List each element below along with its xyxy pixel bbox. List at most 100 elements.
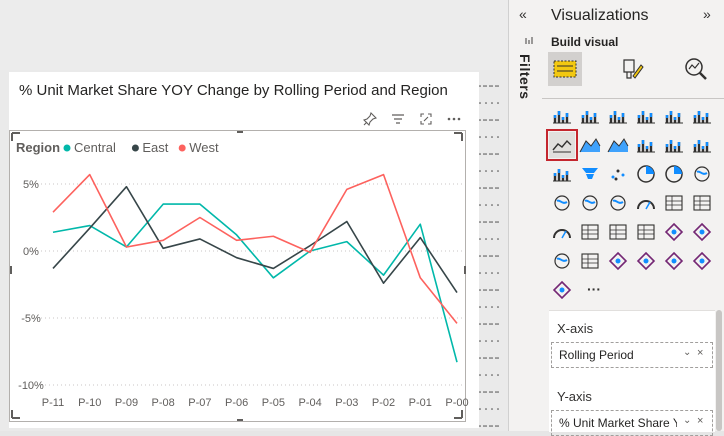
filters-label[interactable]: Filters — [517, 54, 533, 100]
legend-item[interactable]: Central — [63, 140, 117, 155]
kpi-icon[interactable] — [549, 219, 575, 245]
analytics-icon[interactable] — [679, 52, 713, 86]
x-tick-label: P-03 — [335, 397, 358, 409]
y-axis-well[interactable]: % Unit Market Share YC ⌄ × — [551, 410, 713, 436]
card-icon[interactable] — [661, 190, 687, 216]
visualizations-pane: Visualizations » Build visual ··· X-axis… — [542, 0, 724, 436]
stacked-bar-chart-icon[interactable] — [549, 103, 575, 129]
x-tick-label: P-09 — [115, 397, 138, 409]
decomposition-tree-icon[interactable] — [689, 219, 715, 245]
x-tick-label: P-04 — [298, 397, 321, 409]
table-icon[interactable] — [605, 219, 631, 245]
legend-label: West — [189, 140, 219, 155]
series-lines[interactable] — [52, 173, 458, 363]
x-tick-label: P-07 — [188, 397, 211, 409]
funnel-chart-icon[interactable] — [577, 161, 603, 187]
legend-item[interactable]: East — [131, 140, 169, 155]
build-visual-icon[interactable] — [548, 52, 582, 86]
100-stacked-bar-chart-icon[interactable] — [661, 103, 687, 129]
legend-marker — [131, 144, 139, 152]
more-visuals-button[interactable]: ··· — [587, 281, 601, 297]
line-and-column-chart-icon[interactable] — [633, 132, 659, 158]
scatter-chart-icon[interactable] — [605, 161, 631, 187]
clustered-column-chart-icon[interactable] — [633, 103, 659, 129]
line-and-clustered-column-chart-icon[interactable] — [661, 132, 687, 158]
stacked-column-chart-icon[interactable] — [577, 103, 603, 129]
remove-field-icon[interactable]: × — [697, 347, 704, 359]
filter-funnel-icon — [525, 37, 533, 44]
series-line-west[interactable] — [52, 173, 458, 324]
filled-map-icon[interactable] — [577, 190, 603, 216]
resize-handle[interactable] — [237, 419, 243, 421]
pane-scrollbar[interactable] — [716, 310, 722, 431]
y-axis-field-name: % Unit Market Share YC — [559, 416, 677, 430]
filter-icon[interactable] — [391, 112, 405, 126]
donut-chart-icon[interactable] — [661, 161, 687, 187]
x-axis: P-11 P-10 P-09 P-08 P-07 P-06 P-05 P-04 P-03 P-02… — [42, 397, 469, 409]
chevron-down-icon[interactable]: ⌄ — [683, 415, 692, 426]
x-tick-label: P-10 — [78, 397, 101, 409]
pie-chart-icon[interactable] — [633, 161, 659, 187]
power-automate-flow-icon[interactable] — [549, 277, 575, 303]
gauge-icon[interactable] — [633, 190, 659, 216]
chevron-down-icon[interactable]: ⌄ — [683, 347, 692, 358]
slicer-icon[interactable] — [577, 219, 603, 245]
area-chart-icon[interactable] — [577, 132, 603, 158]
x-axis-field-pill[interactable]: Rolling Period ⌄ × — [555, 346, 709, 364]
clustered-bar-chart-icon[interactable] — [605, 103, 631, 129]
series-line-central[interactable] — [52, 203, 458, 363]
series-line-east[interactable] — [52, 185, 458, 293]
pin-icon[interactable] — [362, 111, 378, 127]
visualizations-title: Visualizations — [551, 7, 649, 24]
more-options-icon[interactable] — [447, 112, 461, 126]
x-axis-well[interactable]: Rolling Period ⌄ × — [551, 342, 713, 368]
visualizations-collapse-button[interactable]: » — [703, 6, 711, 22]
power-apps-icon[interactable] — [661, 248, 687, 274]
resize-handle[interactable] — [237, 131, 243, 133]
focus-mode-icon[interactable] — [419, 112, 433, 126]
100-stacked-column-chart-icon[interactable] — [689, 103, 715, 129]
x-tick-label: P-11 — [42, 397, 64, 409]
waterfall-chart-icon[interactable] — [549, 161, 575, 187]
field-wells: X-axis Rolling Period ⌄ × Y-axis % Unit … — [549, 310, 715, 436]
treemap-icon[interactable] — [689, 161, 715, 187]
line-chart: Region Central East West 5%0%-5%-10% P-11 P… — [9, 130, 469, 422]
legend-item[interactable]: West — [178, 140, 219, 155]
remove-field-icon[interactable]: × — [697, 415, 704, 427]
matrix-icon[interactable] — [633, 219, 659, 245]
filters-expand-button[interactable]: « — [519, 6, 527, 22]
line-chart-icon[interactable] — [546, 129, 578, 161]
legend[interactable]: Central East West — [63, 140, 219, 155]
power-automate-icon[interactable] — [689, 248, 715, 274]
qa-icon[interactable] — [549, 248, 575, 274]
visual-border — [9, 130, 466, 422]
pane-divider — [542, 98, 724, 99]
resize-handle[interactable] — [10, 266, 12, 274]
canvas-top-area — [0, 0, 508, 70]
azure-map-icon[interactable] — [605, 190, 631, 216]
legend-marker — [178, 144, 186, 152]
r-visual-icon[interactable] — [661, 219, 687, 245]
x-tick-label: P-06 — [225, 397, 248, 409]
report-canvas[interactable]: % Unit Market Share YOY Change by Rollin… — [0, 0, 508, 431]
x-tick-label: P-01 — [409, 397, 432, 409]
paginated-report-icon[interactable] — [577, 248, 603, 274]
legend-marker — [63, 144, 71, 152]
key-influencers-icon[interactable] — [605, 248, 631, 274]
multi-row-card-icon[interactable] — [689, 190, 715, 216]
filters-pane-collapsed[interactable]: « Filters — [508, 0, 542, 431]
y-tick-label: -5% — [21, 313, 41, 325]
y-tick-label: 0% — [23, 246, 39, 258]
format-visual-icon[interactable] — [614, 52, 648, 86]
x-tick-label: P-05 — [262, 397, 285, 409]
stacked-area-chart-icon[interactable] — [605, 132, 631, 158]
map-icon[interactable] — [549, 190, 575, 216]
resize-handles[interactable] — [10, 131, 466, 421]
resize-handle[interactable] — [464, 266, 466, 274]
legend-title: Region — [16, 140, 60, 155]
visual-title: % Unit Market Share YOY Change by Rollin… — [19, 82, 448, 99]
smart-narrative-icon[interactable] — [633, 248, 659, 274]
y-axis-field-pill[interactable]: % Unit Market Share YC ⌄ × — [555, 414, 709, 432]
line-chart-visual[interactable]: % Unit Market Share YOY Change by Rollin… — [9, 72, 479, 428]
ribbon-chart-icon[interactable] — [689, 132, 715, 158]
